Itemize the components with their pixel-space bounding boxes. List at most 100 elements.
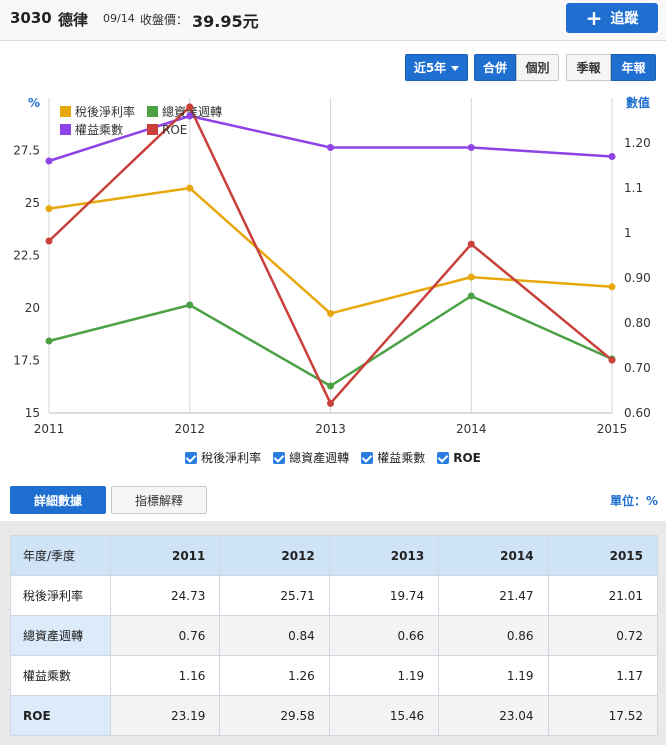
checkbox-icon	[273, 451, 286, 464]
unit-label: 單位：%	[609, 494, 658, 508]
toggle-label: 稅後淨利率	[201, 451, 262, 465]
right-tick-label: 1.1	[624, 181, 643, 195]
table-cell: 1.17	[547, 655, 659, 696]
individual-toggle[interactable]: 個別	[516, 54, 559, 81]
consolidated-label: 合併	[482, 61, 507, 75]
column-header: 2012	[219, 535, 330, 576]
data-table: 年度/季度 2011 2012 2013 2014 2015 稅後淨利率 24.…	[10, 535, 659, 736]
close-price: 39.95元	[192, 12, 259, 31]
table-cell: 0.66	[328, 615, 440, 656]
tab-explain[interactable]: 指標解釋	[111, 486, 207, 514]
column-header: 2014	[438, 535, 549, 576]
stock-code: 3030	[10, 9, 52, 27]
row-label: 稅後淨利率	[10, 575, 111, 616]
left-tick-label: 25	[25, 196, 40, 210]
data-point	[186, 112, 194, 120]
table-row: 總資產週轉 0.76 0.84 0.66 0.86 0.72	[10, 615, 659, 656]
data-point	[45, 237, 53, 245]
annual-toggle[interactable]: 年報	[611, 54, 656, 81]
table-cell: 21.01	[547, 575, 659, 616]
right-tick-label: 0.60	[624, 406, 651, 420]
data-point	[467, 144, 475, 151]
legend-swatch	[147, 106, 158, 117]
track-button[interactable]: + 追蹤	[566, 3, 658, 33]
track-label: 追蹤	[610, 11, 639, 27]
checkbox-icon	[185, 451, 198, 464]
plus-icon: +	[585, 6, 603, 30]
data-point	[327, 309, 334, 317]
table-row: 權益乘數 1.16 1.26 1.19 1.19 1.17	[10, 655, 659, 696]
x-tick-label: 2012	[174, 422, 205, 436]
stock-name: 德律	[58, 11, 89, 29]
checkbox-icon	[437, 451, 450, 464]
close-label: 收盤價：	[140, 13, 189, 27]
data-table-panel: 年度/季度 2011 2012 2013 2014 2015 稅後淨利率 24.…	[0, 521, 666, 745]
table-row: 稅後淨利率 24.73 25.71 19.74 21.47 21.01	[10, 575, 659, 616]
left-tick-label: 22.5	[13, 249, 40, 263]
table-cell: 1.26	[219, 655, 330, 696]
data-point	[45, 337, 53, 345]
legend-label: 總資產週轉	[162, 104, 222, 119]
toggle-net-margin[interactable]: 稅後淨利率	[185, 449, 261, 466]
legend-swatch	[60, 106, 71, 117]
data-point	[467, 292, 475, 300]
table-cell: 29.58	[219, 695, 330, 736]
series-toggles: 稅後淨利率 總資產週轉 權益乘數 ROE	[0, 449, 666, 466]
data-point	[327, 399, 334, 407]
table-cell: 1.16	[109, 655, 221, 696]
data-tabs: 詳細數據 指標解釋 單位：%	[10, 486, 658, 515]
data-point	[186, 103, 194, 111]
table-corner: 年度/季度	[10, 535, 111, 576]
tab-detail[interactable]: 詳細數據	[10, 486, 106, 514]
data-point	[45, 205, 53, 213]
toggle-asset-turnover[interactable]: 總資產週轉	[273, 449, 349, 466]
table-cell: 19.74	[328, 575, 440, 616]
table-cell: 1.19	[328, 655, 440, 696]
data-point	[608, 283, 616, 291]
table-cell: 0.76	[109, 615, 221, 656]
toggle-equity-multiplier[interactable]: 權益乘數	[361, 449, 425, 466]
toggle-label: ROE	[453, 450, 481, 465]
table-cell: 1.19	[438, 655, 549, 696]
row-label: 總資產週轉	[10, 615, 111, 656]
legend-swatch	[60, 124, 71, 135]
data-point	[608, 356, 616, 364]
table-cell: 21.47	[438, 575, 549, 616]
consolidated-toggle[interactable]: 合併	[474, 54, 516, 81]
close-date: 09/14	[103, 12, 135, 25]
legend-label: 稅後淨利率	[75, 104, 135, 119]
period-dropdown[interactable]: 近5年	[405, 54, 468, 81]
right-axis-title: 數值	[626, 95, 650, 110]
x-tick-label: 2011	[34, 422, 65, 436]
toggle-label: 權益乘數	[377, 451, 426, 465]
column-header: 2013	[328, 535, 440, 576]
data-point	[327, 144, 334, 151]
toggle-label: 總資產週轉	[289, 451, 350, 465]
checkbox-icon	[361, 451, 374, 464]
left-tick-label: 20	[25, 301, 40, 315]
left-tick-label: 15	[25, 406, 40, 420]
individual-label: 個別	[525, 61, 550, 75]
table-cell: 0.84	[219, 615, 330, 656]
legend-label: 權益乘數	[75, 123, 123, 137]
quarterly-toggle[interactable]: 季報	[566, 54, 611, 81]
x-tick-label: 2014	[456, 422, 487, 436]
table-row: ROE 23.19 29.58 15.46 23.04 17.52	[10, 695, 659, 736]
table-cell: 0.72	[547, 615, 659, 656]
data-point	[608, 153, 616, 160]
dupont-chart: % 數值 15 17.5 20 22.5 25 27.5 0.60 0.70 0.80 0.90 1 1.…	[13, 95, 651, 436]
table-cell: 24.73	[109, 575, 221, 616]
table-cell: 23.04	[438, 695, 549, 736]
x-tick-label: 2013	[315, 422, 346, 436]
legend-label: ROE	[162, 123, 187, 137]
right-tick-label: 0.70	[624, 361, 651, 375]
left-tick-label: 17.5	[13, 354, 40, 368]
x-tick-label: 2015	[597, 422, 628, 436]
left-axis-title: %	[28, 96, 40, 110]
period-label: 近5年	[413, 61, 447, 75]
legend-swatch	[147, 124, 158, 135]
left-tick-label: 27.5	[13, 144, 40, 158]
data-point	[186, 184, 194, 192]
annual-label: 年報	[621, 61, 646, 75]
toggle-roe[interactable]: ROE	[437, 449, 481, 466]
